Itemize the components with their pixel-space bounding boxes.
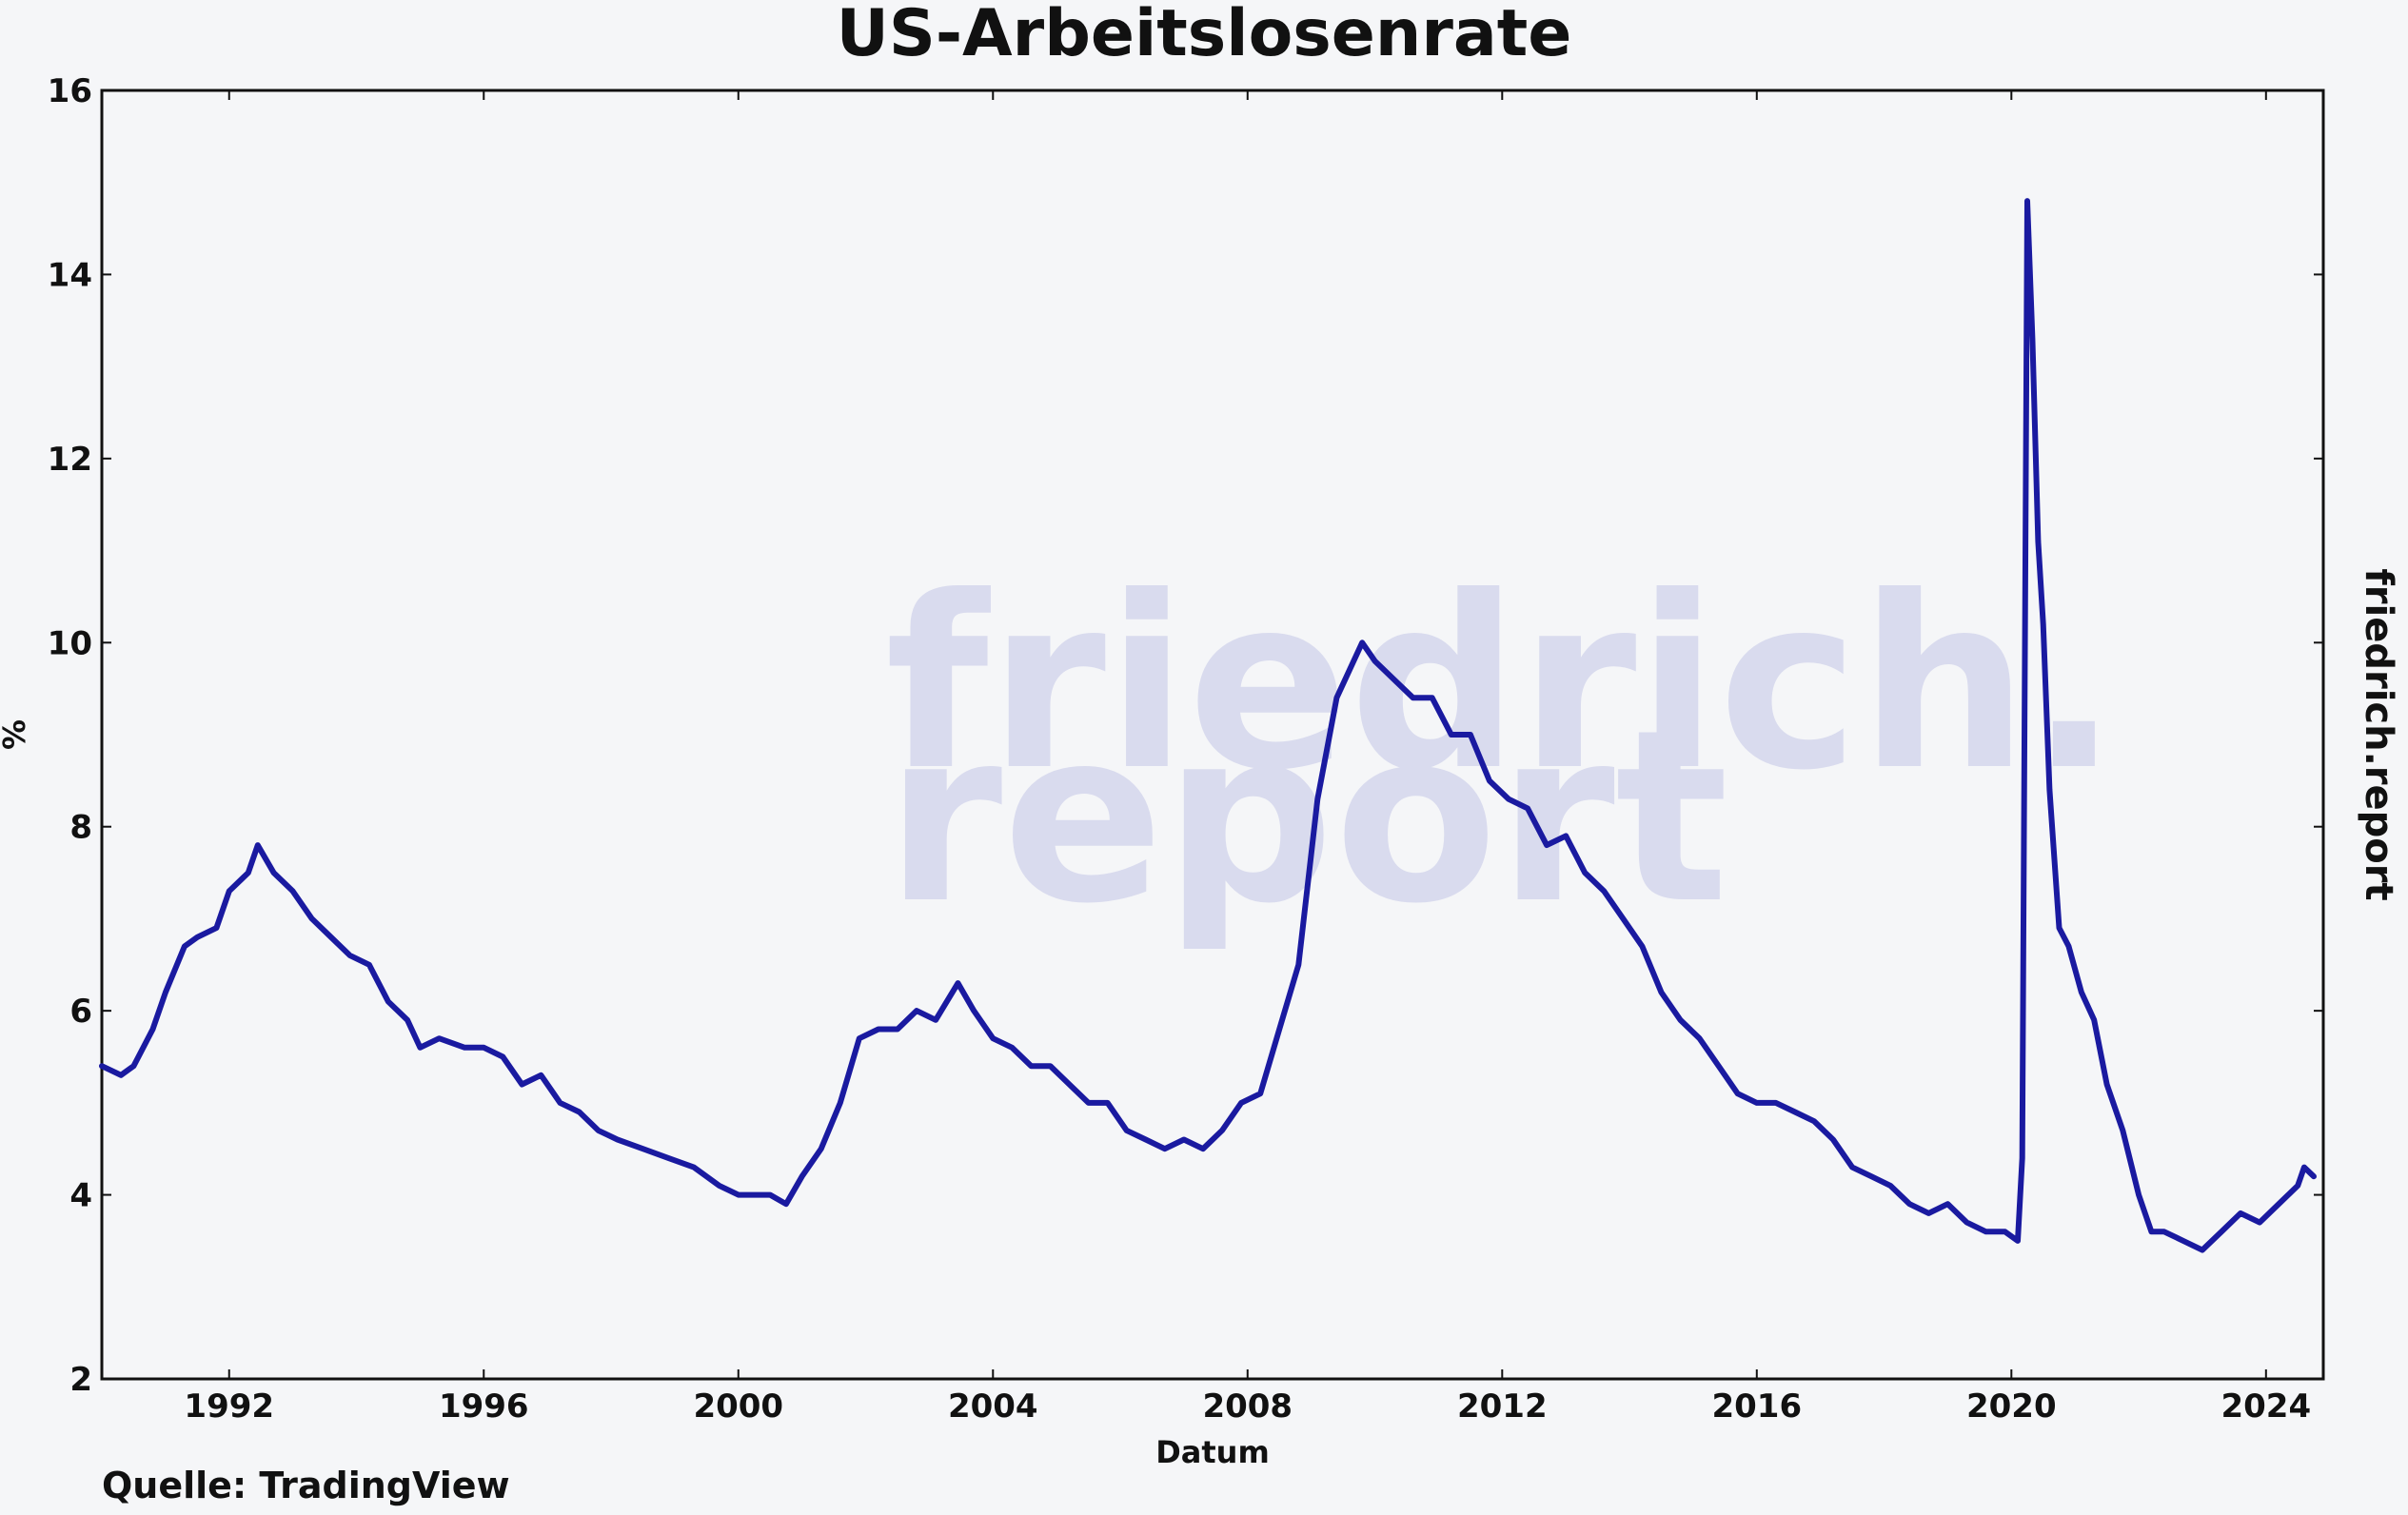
x-tick-label: 2004: [948, 1387, 1038, 1426]
y-tick-label: 6: [69, 993, 92, 1031]
x-axis-label: Datum: [1155, 1434, 1270, 1470]
x-tick-label: 2012: [1457, 1387, 1548, 1426]
y-tick-label: 12: [48, 441, 92, 479]
y-tick-label: 4: [69, 1177, 92, 1215]
y-axis-label: %: [0, 719, 32, 750]
y-tick-label: 2: [69, 1361, 92, 1399]
x-tick-label: 2020: [1966, 1387, 2057, 1426]
y-tick-label: 10: [48, 624, 92, 662]
x-tick-label: 1992: [184, 1387, 274, 1426]
ticks: [102, 89, 2323, 1380]
tick-labels: 1992 1996 2000 2004 2008 2012 2016 2020 2024 2 4 6 8…: [48, 72, 2311, 1426]
x-tick-label: 2016: [1711, 1387, 1802, 1426]
x-tick-label: 1996: [439, 1387, 529, 1426]
y-tick-label: 16: [48, 72, 92, 110]
series-line: [99, 198, 2317, 1253]
y-tick-label: 14: [48, 256, 92, 294]
brand-label: friedrich.report: [2357, 568, 2400, 900]
plot-frame: [100, 89, 2325, 1381]
x-tick-label: 2008: [1202, 1387, 1293, 1426]
watermark-line-1: friedrich.: [885, 545, 2119, 822]
x-tick-label: 2024: [2220, 1387, 2311, 1426]
chart-title: US-Arbeitslosenrate: [837, 0, 1572, 71]
x-tick-label: 2000: [693, 1387, 783, 1426]
source-note: Quelle: TradingView: [102, 1465, 510, 1506]
y-tick-label: 8: [69, 809, 92, 847]
